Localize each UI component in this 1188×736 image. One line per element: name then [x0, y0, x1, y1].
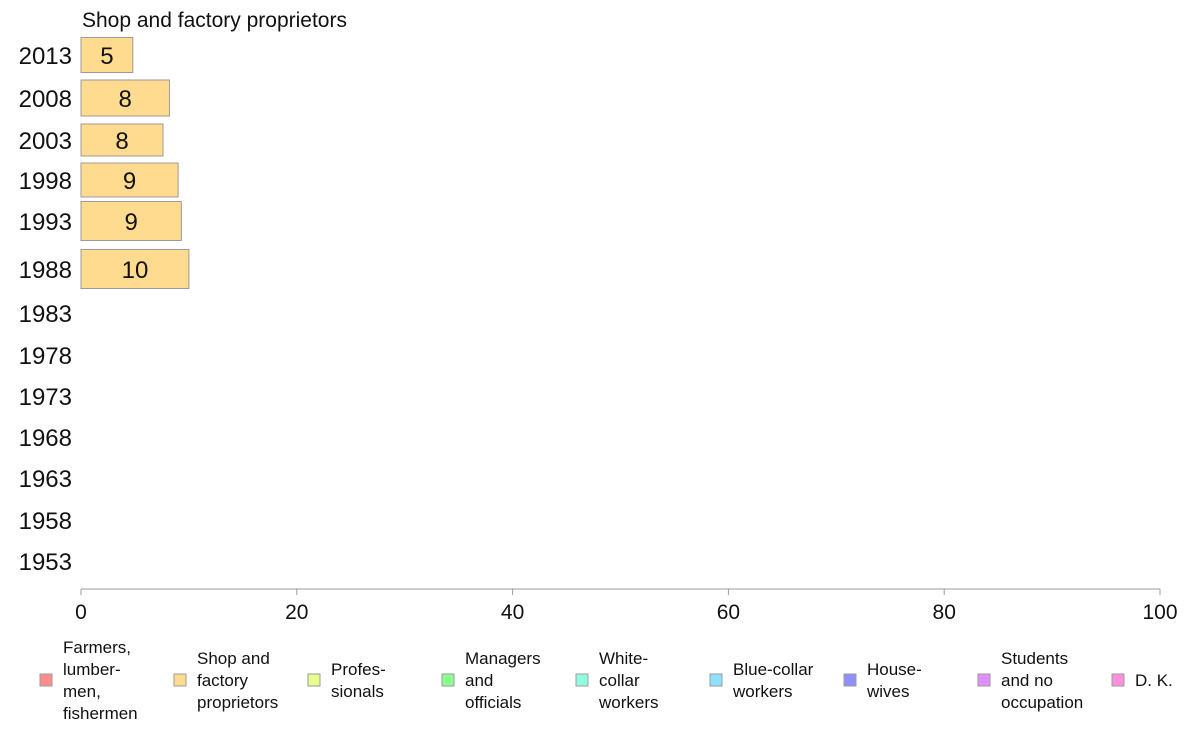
year-label-1953: 1953: [19, 549, 72, 576]
x-tick-label-100: 100: [1142, 601, 1177, 624]
year-label-1998: 1998: [19, 168, 72, 195]
legend-item-4: Managers and officials: [441, 649, 541, 712]
bar-label-1998: 9: [123, 168, 136, 195]
bar-label-1988: 10: [122, 257, 149, 284]
legend-swatch: [1111, 673, 1125, 687]
x-tick-label-40: 40: [501, 601, 524, 624]
year-label-1993: 1993: [19, 209, 72, 236]
year-label-1988: 1988: [19, 257, 72, 284]
bar-label-1993: 9: [124, 209, 137, 236]
legend-item-1: Farmers, lumber-men, fishermen: [39, 638, 138, 723]
x-tick-label-0: 0: [75, 601, 87, 624]
x-tick-label-80: 80: [933, 601, 956, 624]
year-label-1983: 1983: [19, 301, 72, 328]
legend-swatch: [575, 673, 589, 687]
legend-swatch: [307, 673, 321, 687]
legend-swatch: [39, 673, 53, 687]
legend-label: Blue-collar workers: [732, 660, 814, 701]
year-label-2003: 2003: [19, 128, 72, 155]
legend-label: Farmers, lumber-men, fishermen: [63, 638, 138, 723]
year-label-2008: 2008: [19, 86, 72, 113]
legend-item-8: Students and no occupation: [977, 649, 1083, 712]
legend-swatch: [977, 673, 991, 687]
year-label-2013: 2013: [19, 43, 72, 70]
bar-label-2008: 8: [119, 86, 132, 113]
legend-label: White-collar workers: [598, 649, 659, 712]
bar-2003: [80, 123, 164, 157]
legend-swatch: [709, 673, 723, 687]
legend: Farmers, lumber-men, fishermen Shop and fact…: [39, 638, 1173, 723]
bar-2013: [80, 37, 134, 73]
chart-title: Shop and factory proprietors: [82, 9, 347, 32]
year-label-1958: 1958: [19, 508, 72, 535]
legend-item-6: Blue-collar workers: [709, 660, 814, 701]
year-label-1963: 1963: [19, 466, 72, 493]
bar-2008: [80, 79, 170, 117]
legend-swatch: [441, 673, 455, 687]
year-labels: 2013 2008 2003 1998 1993 1988 1983 1978 1973 1968…: [19, 43, 72, 576]
bar-1998: [80, 162, 179, 198]
legend-item-3: Profes-sionals: [307, 660, 386, 701]
legend-item-2: Shop and factory proprietors: [173, 649, 278, 712]
legend-item-5: White-collar workers: [575, 649, 659, 712]
legend-label: Managers and officials: [465, 649, 541, 712]
legend-label: Shop and factory proprietors: [197, 649, 278, 712]
x-axis: 0 20 40 60 80 100: [75, 588, 1178, 624]
legend-swatch: [843, 673, 857, 687]
bar-1988: [80, 249, 190, 289]
legend-item-9: D. K.: [1111, 671, 1173, 690]
legend-label: House-wives: [866, 660, 922, 701]
year-label-1973: 1973: [19, 384, 72, 411]
legend-item-7: House-wives: [843, 660, 922, 701]
x-tick-label-20: 20: [285, 601, 308, 624]
year-label-1978: 1978: [19, 343, 72, 370]
legend-label: Profes-sionals: [331, 660, 386, 701]
bar-1993: [80, 201, 182, 241]
x-tick-label-60: 60: [717, 601, 740, 624]
legend-label: Students and no occupation: [1001, 649, 1083, 712]
bar-label-2003: 8: [115, 128, 128, 155]
bar-label-2013: 5: [100, 43, 113, 70]
legend-label: D. K.: [1135, 671, 1173, 690]
year-label-1968: 1968: [19, 425, 72, 452]
bars: [80, 37, 190, 289]
legend-swatch: [173, 673, 187, 687]
